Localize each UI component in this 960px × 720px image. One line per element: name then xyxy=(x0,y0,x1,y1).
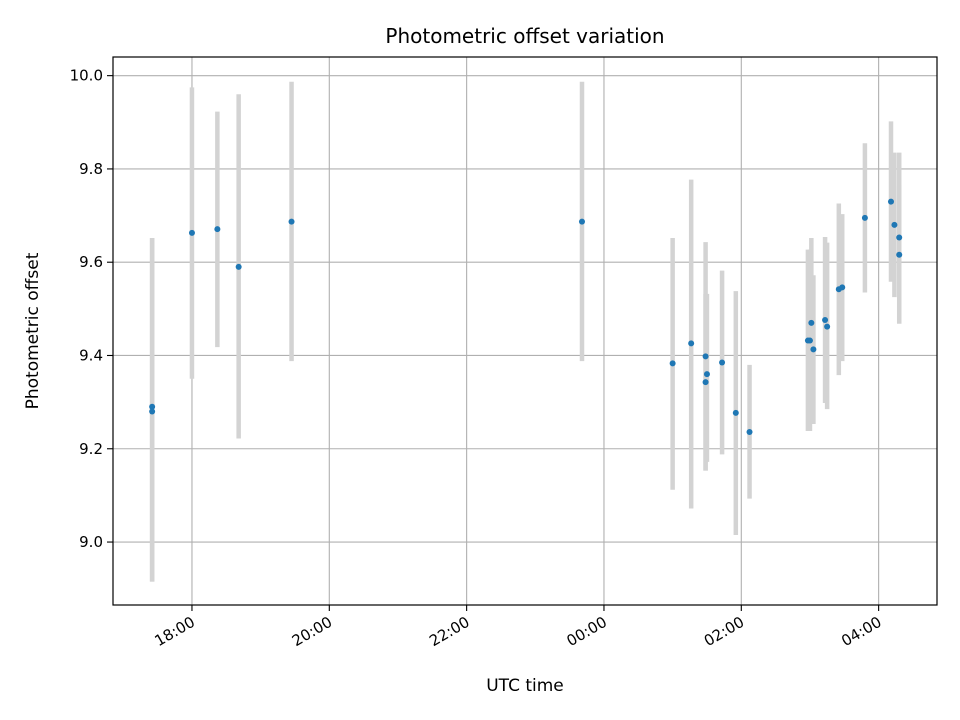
y-tick-label: 9.0 xyxy=(79,533,103,551)
error-bars xyxy=(149,81,902,582)
x-tick-label: 18:00 xyxy=(152,613,198,650)
x-tick-label: 02:00 xyxy=(701,613,747,650)
data-points xyxy=(149,198,903,435)
y-tick-label: 9.8 xyxy=(79,160,103,178)
x-tick-label: 20:00 xyxy=(289,613,335,650)
grid-lines xyxy=(113,57,937,605)
x-axis-ticks: 18:00 20:00 22:00 00:00 02:00 04:00 xyxy=(152,605,885,650)
data-point xyxy=(188,229,195,236)
data-point xyxy=(719,359,726,366)
data-point xyxy=(288,218,295,225)
data-point xyxy=(824,323,831,330)
chart-title: Photometric offset variation xyxy=(385,24,664,48)
y-tick-label: 9.4 xyxy=(79,346,103,364)
data-point xyxy=(808,319,815,326)
data-point xyxy=(887,198,894,205)
data-point xyxy=(806,337,813,344)
x-tick-label: 04:00 xyxy=(838,613,884,650)
y-axis-ticks: 9.0 9.2 9.4 9.6 9.8 10.0 xyxy=(70,67,113,551)
data-point xyxy=(896,234,903,241)
data-point xyxy=(861,214,868,221)
data-point xyxy=(669,360,676,367)
x-tick-label: 00:00 xyxy=(564,613,610,650)
data-point xyxy=(896,251,903,258)
data-point xyxy=(702,353,709,360)
data-point xyxy=(235,263,242,270)
data-point xyxy=(732,409,739,416)
data-point xyxy=(891,221,898,228)
data-point xyxy=(702,379,709,386)
data-point xyxy=(703,371,710,378)
data-point xyxy=(839,284,846,291)
data-point xyxy=(214,226,221,233)
y-tick-label: 9.6 xyxy=(79,253,103,271)
data-point xyxy=(149,403,156,410)
y-tick-label: 9.2 xyxy=(79,440,103,458)
data-point xyxy=(149,408,156,415)
data-point xyxy=(810,346,817,353)
x-axis-label: UTC time xyxy=(486,676,564,696)
x-tick-label: 22:00 xyxy=(426,613,472,650)
data-point xyxy=(822,317,829,324)
data-point xyxy=(746,428,753,435)
data-point xyxy=(578,218,585,225)
y-tick-label: 10.0 xyxy=(70,67,103,85)
data-point xyxy=(688,340,695,347)
plot-area-frame xyxy=(112,56,938,606)
y-axis-label: Photometric offset xyxy=(23,252,43,409)
